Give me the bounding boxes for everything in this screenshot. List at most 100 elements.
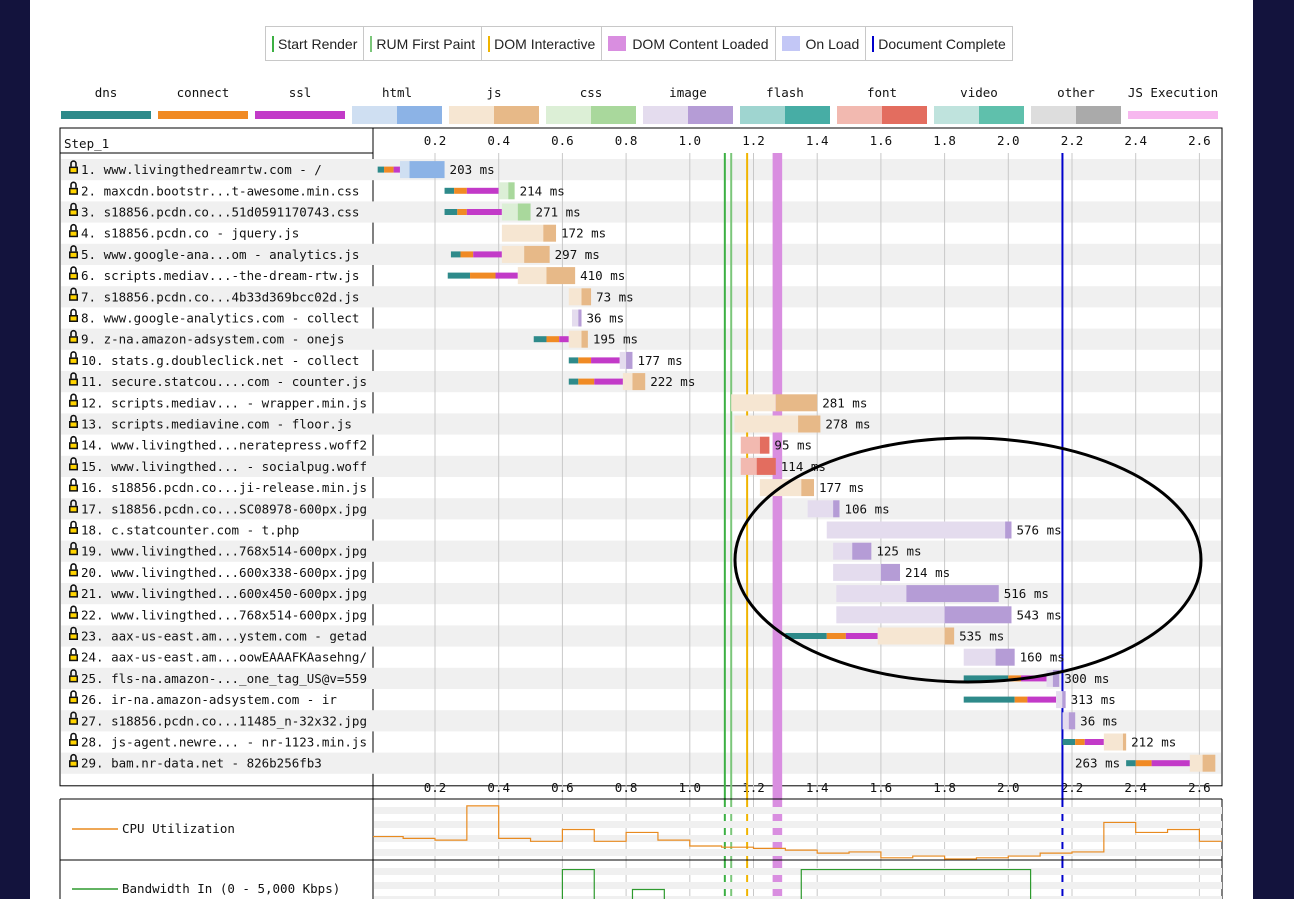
request-label: 10. stats.g.doubleclick.net - collect <box>81 353 359 368</box>
x-tick-label: 1.6 <box>870 133 893 148</box>
request-wait-bar <box>399 161 410 179</box>
request-wait-bar <box>498 182 509 200</box>
lock-icon <box>69 563 78 577</box>
resource-type-label: ssl <box>289 85 312 100</box>
bw-stripe <box>374 882 1222 889</box>
legend-swatch <box>872 35 875 52</box>
lock-fill <box>70 507 77 512</box>
request-label: 29. bam.nr-data.net - 826b256fb3 <box>81 756 322 771</box>
request-download-bar <box>906 585 999 603</box>
legend-item: DOM Content Loaded <box>602 27 776 60</box>
lock-fill <box>70 549 77 554</box>
request-label: 15. www.livingthed... - socialpug.woff <box>81 459 367 474</box>
request-duration: 576 ms <box>1016 523 1061 538</box>
lock-fill <box>70 592 77 597</box>
bw-stripe <box>374 896 1222 899</box>
request-duration: 543 ms <box>1016 607 1061 622</box>
request-duration: 203 ms <box>450 162 495 177</box>
lock-fill <box>70 274 77 279</box>
lock-shackle <box>70 160 77 167</box>
request-wait-bar <box>731 394 776 412</box>
resource-type-label: js <box>486 85 501 100</box>
lock-shackle <box>70 605 77 612</box>
request-label: 25. fls-na.amazon-..._one_tag_US@v=559 <box>81 671 367 686</box>
legend-label: On Load <box>805 35 860 52</box>
cpu-label: CPU Utilization <box>122 821 235 836</box>
connect-bar <box>578 378 595 385</box>
request-download-bar <box>1068 712 1076 730</box>
resource-type-swatch <box>397 106 442 124</box>
lock-fill <box>70 528 77 533</box>
request-download-bar <box>801 479 815 497</box>
request-label: 24. aax-us-east.am...oowEAAAFKAasehng/ <box>81 650 367 665</box>
request-wait-bar <box>517 267 547 285</box>
request-duration: 313 ms <box>1071 692 1116 707</box>
request-download-bar <box>880 563 901 581</box>
resource-type-swatch <box>979 106 1024 124</box>
request-label: 6. scripts.mediav...-the-dream-rtw.js <box>81 268 359 283</box>
row-stripe <box>61 455 1221 477</box>
request-label: 19. www.livingthed...768x514-600px.jpg <box>81 544 367 559</box>
request-download-bar <box>581 330 588 348</box>
request-download-bar <box>546 267 576 285</box>
x-tick-label-bottom: 0.2 <box>424 780 447 795</box>
request-download-bar <box>508 182 515 200</box>
request-wait-bar <box>1046 669 1053 687</box>
highlight-ellipse <box>733 436 1203 684</box>
legend-label: DOM Content Loaded <box>632 35 769 52</box>
request-download-bar <box>578 309 582 327</box>
lock-shackle <box>70 245 77 252</box>
dns-bar <box>1062 739 1076 745</box>
x-tick-label: 0.6 <box>551 133 574 148</box>
request-wait-bar <box>807 500 834 518</box>
dns-bar <box>444 187 455 194</box>
resource-type-swatch <box>158 111 248 119</box>
request-duration: 172 ms <box>561 226 606 241</box>
request-duration: 535 ms <box>959 629 1004 644</box>
resource-type-swatch <box>352 106 397 124</box>
lock-fill <box>70 316 77 321</box>
request-download-bar <box>944 627 955 645</box>
resource-type-swatch <box>740 106 785 124</box>
resource-type-swatch <box>591 106 636 124</box>
lock-shackle <box>70 732 77 739</box>
request-wait-bar <box>836 585 907 603</box>
request-duration: 125 ms <box>876 544 921 559</box>
row-stripe <box>61 710 1221 732</box>
request-duration: 73 ms <box>596 289 634 304</box>
row-stripe <box>61 159 1221 181</box>
request-wait-bar <box>1103 733 1123 751</box>
resource-type-label: html <box>382 85 412 100</box>
dns-bar <box>963 675 1009 682</box>
lock-fill <box>70 698 77 703</box>
step-label: Step_1 <box>64 136 109 151</box>
lock-fill <box>70 422 77 427</box>
request-wait-bar <box>826 521 1006 539</box>
lock-icon <box>69 541 78 556</box>
legend-swatch <box>488 35 491 52</box>
request-duration: 278 ms <box>825 417 870 432</box>
resource-type-swatch <box>882 106 927 124</box>
lock-icon <box>69 351 78 365</box>
x-tick-label: 1.4 <box>806 133 829 148</box>
resource-type-swatch <box>494 106 539 124</box>
lock-icon <box>69 520 78 534</box>
lock-shackle <box>70 329 77 337</box>
request-download-bar <box>1202 754 1216 772</box>
request-download-bar <box>775 394 818 412</box>
legend-item: RUM First Paint <box>364 27 483 60</box>
request-wait-bar <box>568 330 582 348</box>
lock-shackle <box>70 647 77 655</box>
bandwidth-label: Bandwidth In (0 - 5,000 Kbps) <box>122 881 340 896</box>
lock-shackle <box>70 308 77 315</box>
lock-icon <box>69 223 78 238</box>
request-wait-bar <box>1056 691 1063 709</box>
ssl-bar <box>845 633 878 639</box>
lock-icon <box>69 457 78 471</box>
ssl-bar <box>1027 696 1057 703</box>
lock-shackle <box>70 541 77 549</box>
request-wait-bar <box>877 627 945 645</box>
request-download-bar <box>626 351 633 369</box>
lock-icon <box>69 393 78 407</box>
ssl-bar <box>591 357 620 364</box>
